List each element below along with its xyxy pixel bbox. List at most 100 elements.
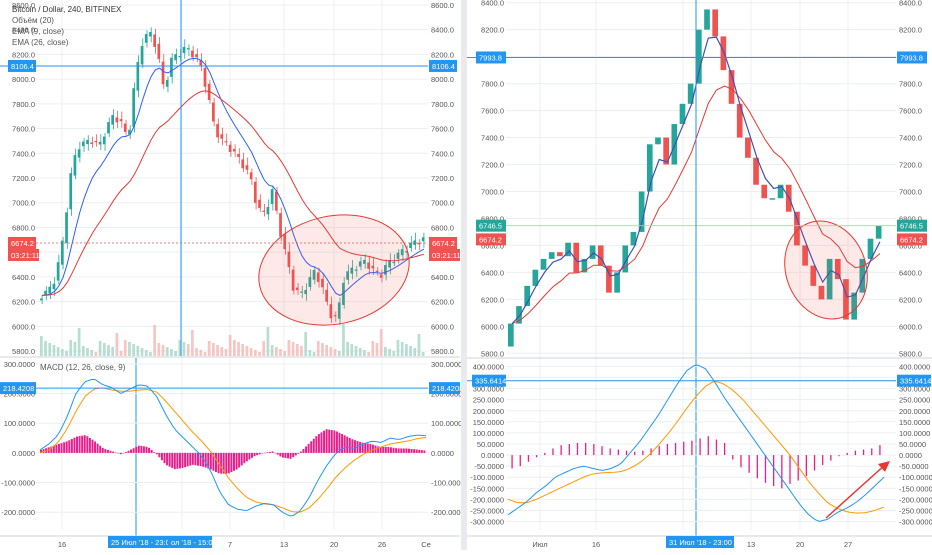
right-crosshair-price-tag-left-bg bbox=[476, 51, 506, 64]
left-volume-bar bbox=[325, 345, 328, 356]
left-macd-histogram-bar bbox=[402, 448, 405, 453]
right-crosshair-price-tag-right-bg bbox=[897, 51, 927, 64]
left-volume-bar bbox=[363, 350, 366, 356]
right-candle bbox=[532, 269, 539, 286]
right-macd-tick-left: -200.0000 bbox=[470, 495, 504, 504]
left-volume-bar bbox=[98, 341, 102, 356]
right-candle bbox=[712, 9, 719, 37]
left-volume-bar bbox=[312, 352, 316, 356]
left-macd-histogram-bar bbox=[266, 452, 269, 453]
left-volume-bar bbox=[295, 344, 299, 356]
right-price-tick-right: 7000.0 bbox=[899, 187, 922, 196]
left-macd-histogram-bar bbox=[351, 439, 354, 453]
left-macd-histogram-bar bbox=[299, 451, 302, 453]
left-candle bbox=[195, 54, 198, 58]
left-candle bbox=[400, 249, 404, 256]
left-macd-histogram-bar bbox=[235, 452, 238, 470]
left-volume-bar bbox=[119, 351, 123, 356]
left-candle bbox=[258, 199, 261, 209]
left-macd-histogram-bar bbox=[171, 452, 174, 468]
left-macd-histogram-bar bbox=[70, 438, 73, 453]
left-candle bbox=[48, 286, 52, 294]
left-price-tick-left: 7400.0 bbox=[12, 149, 35, 158]
left-macd-tick-right: 300.0000 bbox=[431, 360, 462, 369]
right-x-tick: 20 bbox=[796, 540, 804, 549]
right-crosshair-price-tag-right: 7993.8 bbox=[900, 53, 923, 62]
left-volume-bar bbox=[316, 341, 320, 356]
left-macd-histogram-bar bbox=[184, 452, 187, 468]
left-crosshair-price-tag-right: 8106.4 bbox=[432, 62, 455, 71]
left-macd-histogram-bar bbox=[312, 438, 315, 453]
left-candle bbox=[56, 262, 60, 281]
left-candle bbox=[337, 302, 341, 319]
left-candle bbox=[115, 117, 119, 123]
left-macd-histogram-bar bbox=[137, 445, 140, 453]
left-macd-histogram-bar bbox=[83, 435, 86, 453]
right-green-tag-left: 6746.5 bbox=[479, 222, 502, 231]
left-price-tick-left: 6000.0 bbox=[12, 322, 35, 331]
right-candle bbox=[655, 137, 661, 145]
left-volume-bar bbox=[94, 352, 98, 356]
left-candle bbox=[321, 278, 324, 288]
left-price-tick-left: 6800.0 bbox=[12, 223, 35, 232]
left-volume-bar bbox=[165, 347, 169, 356]
left-macd-histogram-bar bbox=[328, 429, 331, 453]
left-macd-histogram-bar bbox=[124, 452, 127, 453]
left-macd-histogram-bar bbox=[369, 443, 372, 453]
left-candle bbox=[94, 140, 98, 143]
right-candle bbox=[589, 245, 596, 259]
left-macd-histogram-bar bbox=[315, 436, 318, 453]
left-price-tick-left: 8000.0 bbox=[12, 75, 35, 84]
left-volume-bar bbox=[77, 328, 81, 356]
left-macd-histogram-bar bbox=[63, 442, 66, 453]
left-macd-histogram-bar bbox=[366, 443, 369, 453]
left-candle bbox=[329, 304, 333, 319]
left-macd-line bbox=[39, 378, 427, 517]
left-candle bbox=[388, 259, 391, 268]
right-price-tick-left: 7400.0 bbox=[481, 134, 504, 143]
left-candle bbox=[245, 165, 249, 170]
left-macd-histogram-bar bbox=[263, 452, 266, 454]
left-volume-bar bbox=[132, 344, 135, 356]
left-macd-histogram-bar bbox=[212, 452, 215, 471]
left-volume-bar bbox=[233, 340, 236, 356]
right-price-tick-left: 8400.0 bbox=[481, 0, 504, 8]
right-macd-tick-left: 0.0000 bbox=[481, 451, 504, 460]
left-macd-histogram-bar bbox=[150, 450, 153, 453]
left-candle bbox=[262, 210, 266, 212]
left-volume-bar bbox=[279, 349, 282, 356]
left-candle bbox=[73, 155, 77, 176]
left-candle bbox=[295, 287, 299, 291]
left-volume-bar bbox=[241, 344, 245, 356]
right-candle bbox=[597, 245, 604, 266]
right-macd-crosshair-tag-right: 335.6414 bbox=[900, 377, 931, 386]
right-candle bbox=[557, 252, 563, 257]
left-volume-bar bbox=[245, 346, 249, 356]
left-candle bbox=[224, 141, 228, 143]
left-volume-bar bbox=[270, 345, 274, 356]
left-macd-histogram-bar bbox=[302, 449, 305, 453]
left-x-tick: 20 bbox=[330, 540, 338, 549]
left-macd-histogram-bar bbox=[392, 447, 395, 453]
right-macd-tick-right: -150.0000 bbox=[899, 484, 932, 493]
left-macd-histogram-bar bbox=[78, 436, 81, 453]
left-macd-histogram-bar bbox=[294, 452, 297, 456]
left-price-tick-left: 8200.0 bbox=[12, 50, 35, 59]
left-volume-bar bbox=[249, 348, 253, 356]
left-candle bbox=[178, 56, 182, 58]
left-volume-bar bbox=[367, 352, 370, 356]
left-volume-bar bbox=[329, 347, 333, 356]
left-volume-bar bbox=[203, 352, 207, 356]
left-macd-histogram-bar bbox=[135, 446, 138, 453]
left-candle bbox=[186, 48, 190, 50]
left-x-tick: Се bbox=[421, 540, 431, 549]
right-price-tick-right: 6400.0 bbox=[899, 268, 922, 277]
left-volume-bar bbox=[195, 348, 198, 356]
left-macd-histogram-bar bbox=[382, 446, 385, 453]
left-macd-histogram-bar bbox=[384, 446, 387, 453]
left-macd-histogram-bar bbox=[220, 452, 223, 474]
left-volume-bar bbox=[56, 347, 60, 356]
left-volume-bar bbox=[52, 345, 56, 356]
left-macd-histogram-bar bbox=[140, 445, 143, 453]
